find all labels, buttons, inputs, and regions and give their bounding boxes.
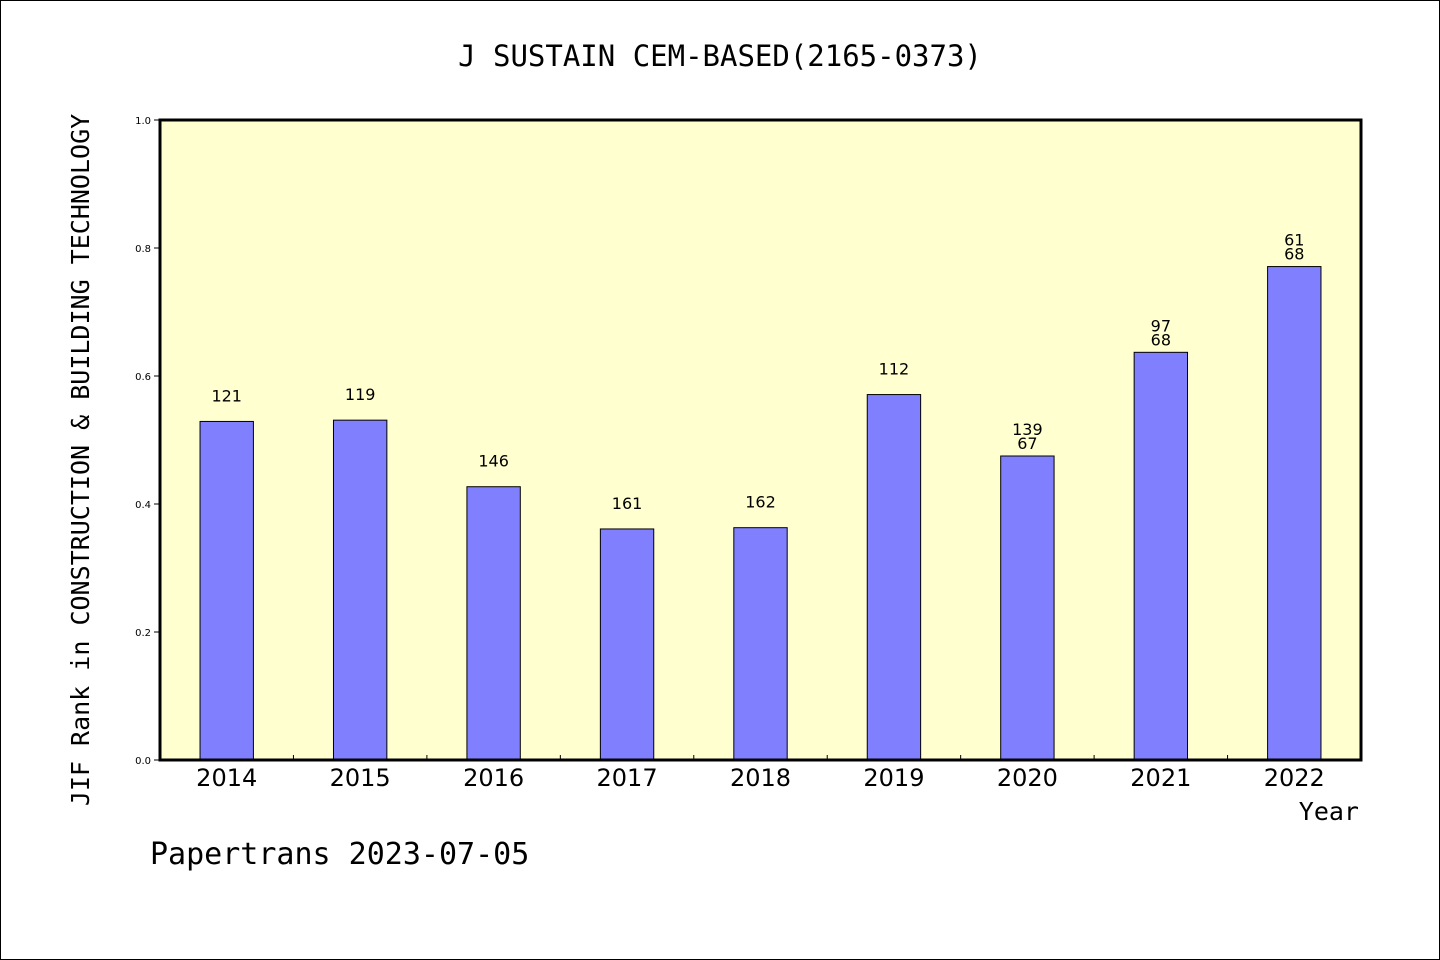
x-tick-label: 2016	[463, 764, 524, 792]
x-tick-label: 2020	[997, 764, 1058, 792]
data-label: 162	[745, 493, 776, 512]
x-tick-label: 2022	[1264, 764, 1325, 792]
data-label: 68	[1151, 330, 1171, 349]
bar-2018	[733, 527, 788, 761]
data-label: 112	[879, 360, 910, 379]
y-tick-label: 0.2	[135, 628, 151, 639]
footer-credit: Papertrans 2023-07-05	[150, 837, 529, 872]
plot-border	[158, 118, 1363, 762]
x-tick-label: 2018	[730, 764, 791, 792]
data-label: 161	[612, 494, 643, 513]
y-tick-label: 0.6	[135, 372, 151, 383]
y-axis-ticks: 0.0 0.2 0.4 0.6 0.8 1.0	[135, 116, 160, 767]
x-axis-label: Year	[1299, 797, 1359, 826]
x-tick-label: 2017	[597, 764, 658, 792]
chart-title: J SUSTAIN CEM-BASED(2165-0373)	[458, 39, 982, 73]
data-label: 139	[1012, 420, 1043, 439]
bar-2017	[599, 528, 655, 761]
bar-2015	[332, 419, 388, 761]
bar-2019	[866, 394, 922, 761]
data-label: 121	[211, 386, 242, 405]
data-label: 119	[345, 385, 376, 404]
y-tick-label: 1.0	[135, 116, 151, 127]
data-label: 97	[1151, 316, 1171, 335]
y-tick-label: 0.8	[135, 244, 151, 255]
data-label: 67	[1017, 434, 1037, 453]
bar-2014	[199, 420, 254, 761]
bars	[199, 266, 1322, 761]
y-tick-label: 0.4	[135, 500, 151, 511]
y-tick-label: 0.0	[135, 756, 151, 767]
data-label: 68	[1284, 245, 1304, 264]
x-tick-label: 2021	[1130, 764, 1191, 792]
x-tick-label: 2014	[196, 764, 257, 792]
x-tick-label: 2015	[330, 764, 391, 792]
y-axis-label: JIF Rank in CONSTRUCTION & BUILDING TECH…	[66, 114, 95, 806]
bar-2022	[1267, 266, 1322, 761]
x-axis-ticks: 2014 2015 2016 2017 2018 2019 2020 2021 2022	[196, 755, 1325, 792]
data-label: 61	[1284, 231, 1304, 250]
data-label: 146	[478, 452, 509, 471]
bar-2021	[1133, 351, 1189, 761]
bar-2020	[1000, 455, 1055, 761]
x-tick-label: 2019	[863, 764, 924, 792]
bar-2016	[466, 486, 521, 761]
